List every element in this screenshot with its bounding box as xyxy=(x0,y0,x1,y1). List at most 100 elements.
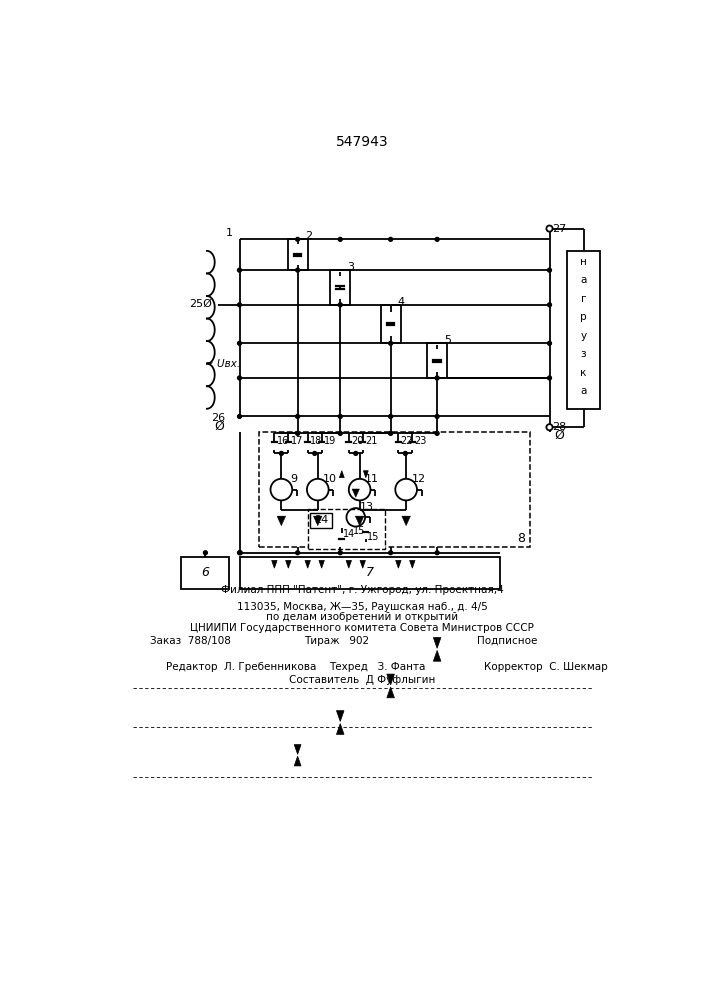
Polygon shape xyxy=(387,687,395,698)
Text: 25Ø: 25Ø xyxy=(189,299,212,309)
Circle shape xyxy=(238,551,243,555)
Text: Тираж   902: Тираж 902 xyxy=(304,636,369,646)
Circle shape xyxy=(547,424,553,430)
Bar xyxy=(380,305,401,343)
Text: по делам изобретений и открытий: по делам изобретений и открытий xyxy=(266,612,458,622)
Polygon shape xyxy=(433,650,441,661)
Polygon shape xyxy=(337,711,344,721)
Bar xyxy=(240,557,500,589)
Text: а: а xyxy=(580,275,587,285)
Polygon shape xyxy=(294,756,301,766)
Circle shape xyxy=(389,341,392,345)
Text: 5: 5 xyxy=(445,335,452,345)
Circle shape xyxy=(238,341,241,345)
Circle shape xyxy=(339,237,342,241)
Circle shape xyxy=(238,303,241,307)
Circle shape xyxy=(296,415,300,418)
Polygon shape xyxy=(305,560,310,568)
Text: 13: 13 xyxy=(360,502,373,512)
Circle shape xyxy=(339,415,342,418)
Text: ЦНИИПИ Государственного комитета Совета Министров СССР: ЦНИИПИ Государственного комитета Совета … xyxy=(190,623,534,633)
Text: а: а xyxy=(580,386,587,396)
Circle shape xyxy=(389,551,392,555)
Text: 3: 3 xyxy=(348,262,355,272)
Bar xyxy=(182,557,230,589)
Circle shape xyxy=(339,551,342,555)
Text: Заказ  788/108: Заказ 788/108 xyxy=(151,636,231,646)
Text: 2: 2 xyxy=(305,231,312,241)
Circle shape xyxy=(436,551,439,555)
Polygon shape xyxy=(346,560,351,568)
Polygon shape xyxy=(313,516,322,526)
Polygon shape xyxy=(294,745,301,754)
Circle shape xyxy=(296,268,300,272)
Text: Ø: Ø xyxy=(554,428,563,441)
Polygon shape xyxy=(363,471,368,478)
Circle shape xyxy=(204,551,207,555)
Circle shape xyxy=(238,376,241,380)
Text: 24: 24 xyxy=(314,515,328,525)
Text: г: г xyxy=(581,294,586,304)
Circle shape xyxy=(389,237,392,241)
Text: 6: 6 xyxy=(201,566,209,579)
Text: 18: 18 xyxy=(310,436,322,446)
Text: 12: 12 xyxy=(411,474,426,484)
Text: 28: 28 xyxy=(551,422,566,432)
Circle shape xyxy=(389,431,392,435)
Circle shape xyxy=(436,376,439,380)
Bar xyxy=(427,343,448,378)
Text: 9: 9 xyxy=(290,474,298,484)
Circle shape xyxy=(547,225,553,232)
Circle shape xyxy=(339,431,342,435)
Text: Редактор  Л. Гребенникова: Редактор Л. Гребенникова xyxy=(166,662,316,672)
Circle shape xyxy=(238,415,241,418)
Text: 27: 27 xyxy=(551,224,566,234)
Text: 15: 15 xyxy=(367,532,379,542)
Polygon shape xyxy=(402,516,411,526)
Text: 11: 11 xyxy=(365,474,379,484)
Polygon shape xyxy=(360,560,366,568)
Text: 15: 15 xyxy=(354,526,366,536)
Bar xyxy=(308,509,385,549)
Text: Техред   З. Фанта: Техред З. Фанта xyxy=(329,662,425,672)
Text: 21: 21 xyxy=(365,436,378,446)
Bar xyxy=(567,251,600,409)
Circle shape xyxy=(238,268,241,272)
Bar xyxy=(288,239,308,270)
Polygon shape xyxy=(352,489,359,497)
Circle shape xyxy=(238,551,241,555)
Circle shape xyxy=(279,451,284,455)
Text: Филиал ППП "Патент", г. Ужгород, ул. Проектная,4: Филиал ППП "Патент", г. Ужгород, ул. Про… xyxy=(221,585,503,595)
Text: ~ Uвx.: ~ Uвx. xyxy=(204,359,240,369)
Circle shape xyxy=(389,415,392,418)
Text: з: з xyxy=(580,349,586,359)
Circle shape xyxy=(404,451,407,455)
Polygon shape xyxy=(356,516,364,526)
Polygon shape xyxy=(433,638,441,648)
Text: 4: 4 xyxy=(398,297,405,307)
Text: 547943: 547943 xyxy=(336,135,388,149)
Bar xyxy=(330,270,351,305)
Text: Подписное: Подписное xyxy=(477,636,537,646)
Polygon shape xyxy=(339,471,344,478)
Text: к: к xyxy=(580,368,587,378)
Polygon shape xyxy=(337,724,344,734)
Circle shape xyxy=(436,237,439,241)
Text: 22: 22 xyxy=(401,436,413,446)
Bar xyxy=(259,432,530,547)
Polygon shape xyxy=(271,560,277,568)
Polygon shape xyxy=(409,560,415,568)
Text: Составитель  Д Фуфлыгин: Составитель Д Фуфлыгин xyxy=(288,675,435,685)
Text: 23: 23 xyxy=(415,436,427,446)
Text: Ø: Ø xyxy=(214,420,224,433)
Polygon shape xyxy=(319,560,325,568)
Circle shape xyxy=(354,451,358,455)
Circle shape xyxy=(296,431,300,435)
Circle shape xyxy=(436,431,439,435)
Text: 10: 10 xyxy=(323,474,337,484)
Text: 26: 26 xyxy=(211,413,226,423)
Circle shape xyxy=(339,303,342,307)
Circle shape xyxy=(547,268,551,272)
Text: у: у xyxy=(580,331,587,341)
Polygon shape xyxy=(387,674,395,685)
